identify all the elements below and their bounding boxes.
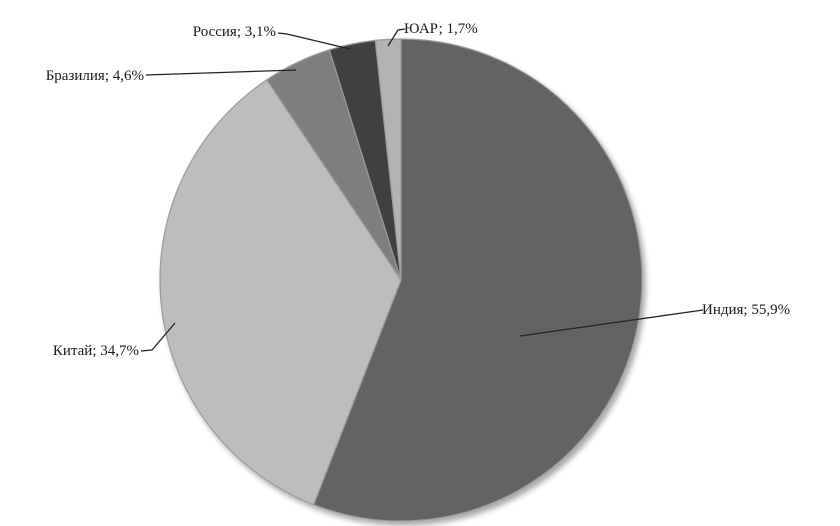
pie-slice-5 [374,38,402,281]
pie-slice-2 [159,78,402,506]
slice-label-4: Россия; 3,1% [193,24,276,40]
pie-slices [159,38,643,522]
slice-label-3: Бразилия; 4,6% [46,68,144,84]
slice-labels: Индия; 55,9% Китай; 34,7% Бразилия; 4,6% Ро… [46,21,790,359]
slice-label-5: ЮАР; 1,7% [404,21,478,37]
leader-line-1 [519,309,704,337]
leader-line-4 [277,32,351,50]
slice-label-2: Китай; 34,7% [53,343,139,359]
leader-lines [140,28,704,352]
slice-label-1: Индия; 55,9% [702,302,790,318]
leader-line-5 [387,28,406,47]
pie-slice-1 [312,38,643,522]
leader-line-3 [145,69,297,76]
leader-line-2 [140,322,176,352]
